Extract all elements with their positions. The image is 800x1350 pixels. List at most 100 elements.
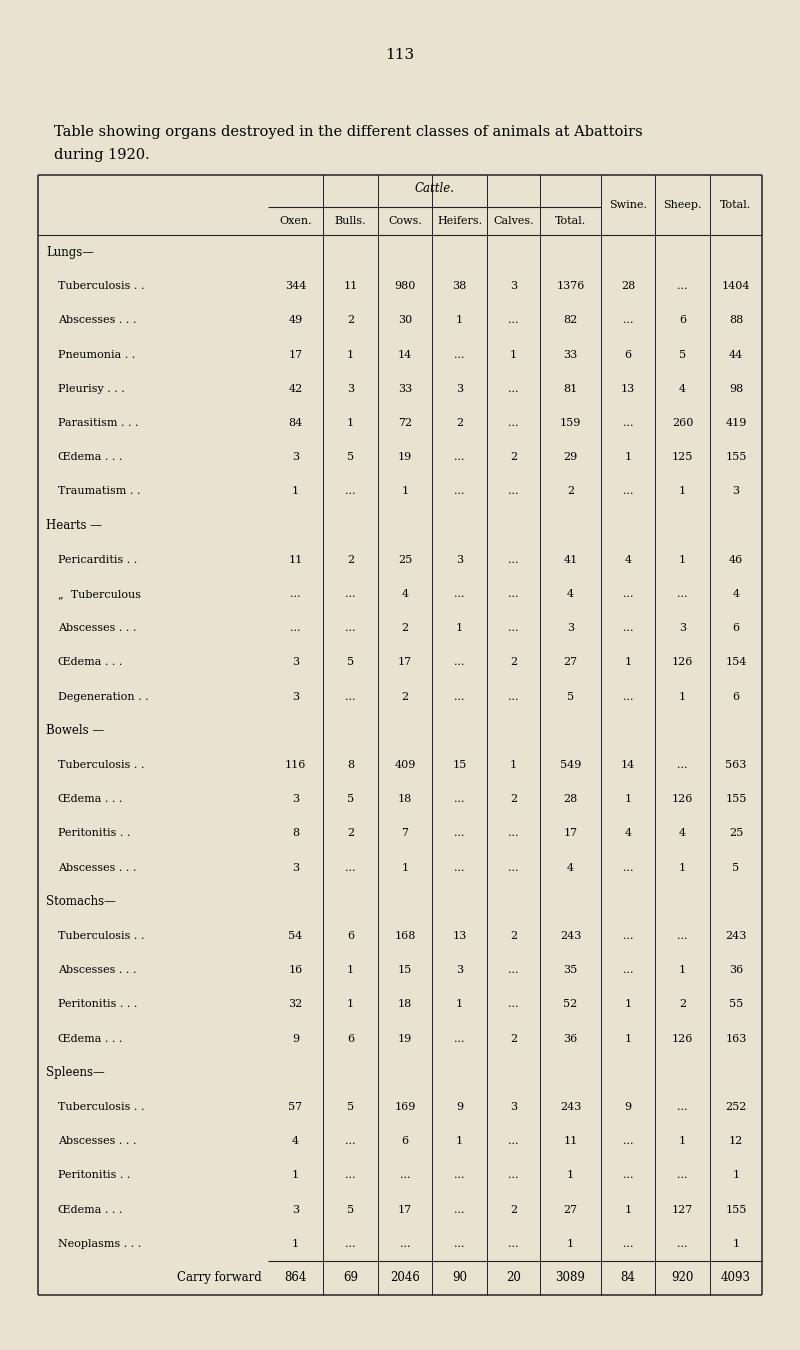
Text: Abscesses . . .: Abscesses . . . [58,1137,136,1146]
Text: Cows.: Cows. [388,216,422,225]
Text: ...: ... [454,691,465,702]
Text: 3: 3 [733,486,739,497]
Text: 126: 126 [672,1034,693,1044]
Text: 33: 33 [563,350,578,359]
Text: 29: 29 [563,452,578,462]
Text: ...: ... [346,1137,356,1146]
Text: 243: 243 [560,1102,581,1112]
Text: ...: ... [678,1170,688,1180]
Text: ...: ... [622,965,634,975]
Text: 52: 52 [563,999,578,1010]
Text: 154: 154 [726,657,746,667]
Text: 1: 1 [567,1170,574,1180]
Text: Traumatism . .: Traumatism . . [58,486,140,497]
Text: 4: 4 [292,1137,299,1146]
Text: 3: 3 [292,863,299,872]
Text: Swine.: Swine. [609,200,647,211]
Text: 84: 84 [621,1272,635,1284]
Text: 3: 3 [679,624,686,633]
Text: Parasitism . . .: Parasitism . . . [58,418,138,428]
Text: Abscesses . . .: Abscesses . . . [58,624,136,633]
Text: ...: ... [400,1170,410,1180]
Text: ...: ... [678,760,688,770]
Text: 41: 41 [563,555,578,564]
Text: 920: 920 [671,1272,694,1284]
Text: Tuberculosis . .: Tuberculosis . . [58,1102,144,1112]
Text: Bulls.: Bulls. [334,216,366,225]
Text: ...: ... [508,555,518,564]
Text: ...: ... [678,589,688,599]
Text: 2: 2 [567,486,574,497]
Text: 8: 8 [347,760,354,770]
Text: ...: ... [622,589,634,599]
Text: 1: 1 [625,657,631,667]
Text: 38: 38 [452,281,466,292]
Text: ...: ... [508,863,518,872]
Text: ...: ... [622,1170,634,1180]
Text: 1: 1 [679,1137,686,1146]
Text: 419: 419 [726,418,746,428]
Text: 6: 6 [347,1034,354,1044]
Text: ...: ... [678,1102,688,1112]
Text: 1: 1 [733,1170,739,1180]
Text: ...: ... [508,965,518,975]
Text: Carry forward: Carry forward [178,1272,262,1284]
Text: 3: 3 [292,657,299,667]
Text: 1: 1 [292,486,299,497]
Text: Abscesses . . .: Abscesses . . . [58,863,136,872]
Text: ...: ... [454,1170,465,1180]
Text: 1: 1 [347,418,354,428]
Text: Pericarditis . .: Pericarditis . . [58,555,138,564]
Text: 2: 2 [347,316,354,325]
Text: 3: 3 [456,555,463,564]
Text: 4: 4 [402,589,409,599]
Text: Total.: Total. [555,216,586,225]
Text: 1: 1 [456,1137,463,1146]
Text: 1: 1 [679,965,686,975]
Text: ...: ... [678,281,688,292]
Text: ...: ... [622,624,634,633]
Text: 15: 15 [398,965,412,975]
Text: 19: 19 [398,1034,412,1044]
Text: 3: 3 [510,1102,517,1112]
Text: 1: 1 [625,1204,631,1215]
Text: 155: 155 [726,1204,746,1215]
Text: ...: ... [622,1137,634,1146]
Text: 14: 14 [621,760,635,770]
Text: ...: ... [454,829,465,838]
Text: ...: ... [454,1034,465,1044]
Text: 6: 6 [679,316,686,325]
Text: 4: 4 [625,555,631,564]
Text: 2: 2 [510,931,517,941]
Text: ...: ... [508,1170,518,1180]
Text: Sheep.: Sheep. [663,200,702,211]
Text: 125: 125 [672,452,693,462]
Text: 252: 252 [726,1102,746,1112]
Text: 1: 1 [347,999,354,1010]
Text: 1: 1 [625,794,631,805]
Text: 1: 1 [347,965,354,975]
Text: 8: 8 [292,829,299,838]
Text: ...: ... [290,589,301,599]
Text: Pneumonia . .: Pneumonia . . [58,350,135,359]
Text: 54: 54 [288,931,302,941]
Text: Cattle.: Cattle. [414,182,454,196]
Text: 14: 14 [398,350,412,359]
Text: ...: ... [454,589,465,599]
Text: 6: 6 [733,691,739,702]
Text: 1: 1 [679,486,686,497]
Text: Peritonitis . . .: Peritonitis . . . [58,999,138,1010]
Text: ...: ... [454,350,465,359]
Text: 4093: 4093 [721,1272,751,1284]
Text: 81: 81 [563,383,578,394]
Text: 9: 9 [625,1102,631,1112]
Text: Abscesses . . .: Abscesses . . . [58,965,136,975]
Text: Spleens—: Spleens— [46,1066,105,1079]
Text: ...: ... [508,589,518,599]
Text: 30: 30 [398,316,412,325]
Text: 5: 5 [347,452,354,462]
Text: 6: 6 [625,350,631,359]
Text: 1: 1 [625,999,631,1010]
Text: 5: 5 [733,863,739,872]
Text: ...: ... [678,1239,688,1249]
